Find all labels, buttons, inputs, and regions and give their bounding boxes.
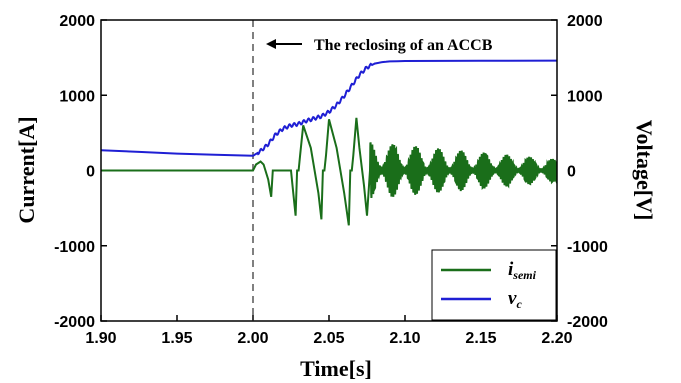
y-left-tick-label: 2000	[59, 13, 95, 30]
series-line-vc	[101, 59, 557, 157]
x-tick-label: 2.05	[313, 330, 344, 347]
y-left-tick-label: 0	[86, 164, 95, 181]
x-tick-label: 2.15	[465, 330, 496, 347]
legend: isemi vc	[431, 249, 557, 321]
y-right-tick-label: -1000	[567, 239, 608, 256]
y-right-tick-label: 2000	[567, 13, 603, 30]
legend-label-vc: vc	[508, 288, 522, 311]
y-left-ticks: 2000 1000 0 -1000 -2000	[54, 13, 107, 331]
y-left-tick-label: -1000	[54, 239, 95, 256]
x-ticks: 1.90 1.95 2.00 2.05 2.10 2.15 2.20	[85, 315, 573, 347]
annotation-text: The reclosing of an ACCB	[314, 37, 493, 54]
y-left-tick-label: -2000	[54, 314, 95, 331]
y-left-tick-label: 1000	[59, 88, 95, 105]
y-right-tick-label: 1000	[567, 88, 603, 105]
x-tick-label: 1.95	[161, 330, 192, 347]
x-tick-label: 1.90	[85, 330, 116, 347]
y-right-tick-label: 0	[567, 164, 576, 181]
y-right-ticks: 2000 1000 0 -1000 -2000	[551, 13, 608, 331]
x-tick-label: 2.00	[237, 330, 268, 347]
x-tick-label: 2.10	[389, 330, 420, 347]
y-right-tick-label: -2000	[567, 314, 608, 331]
x-axis-label: Time[s]	[300, 356, 372, 381]
y-left-axis-label: Current[A]	[14, 116, 39, 223]
series-line-isemi	[101, 117, 557, 226]
x-tick-label: 2.20	[541, 330, 572, 347]
plot-frame	[100, 19, 558, 322]
reclosing-annotation: The reclosing of an ACCB	[266, 37, 493, 54]
annotation-arrowhead	[266, 39, 276, 49]
y-right-axis-label: Voltage[V]	[632, 120, 657, 221]
legend-box	[431, 249, 557, 321]
legend-label-isemi: isemi	[508, 259, 537, 282]
